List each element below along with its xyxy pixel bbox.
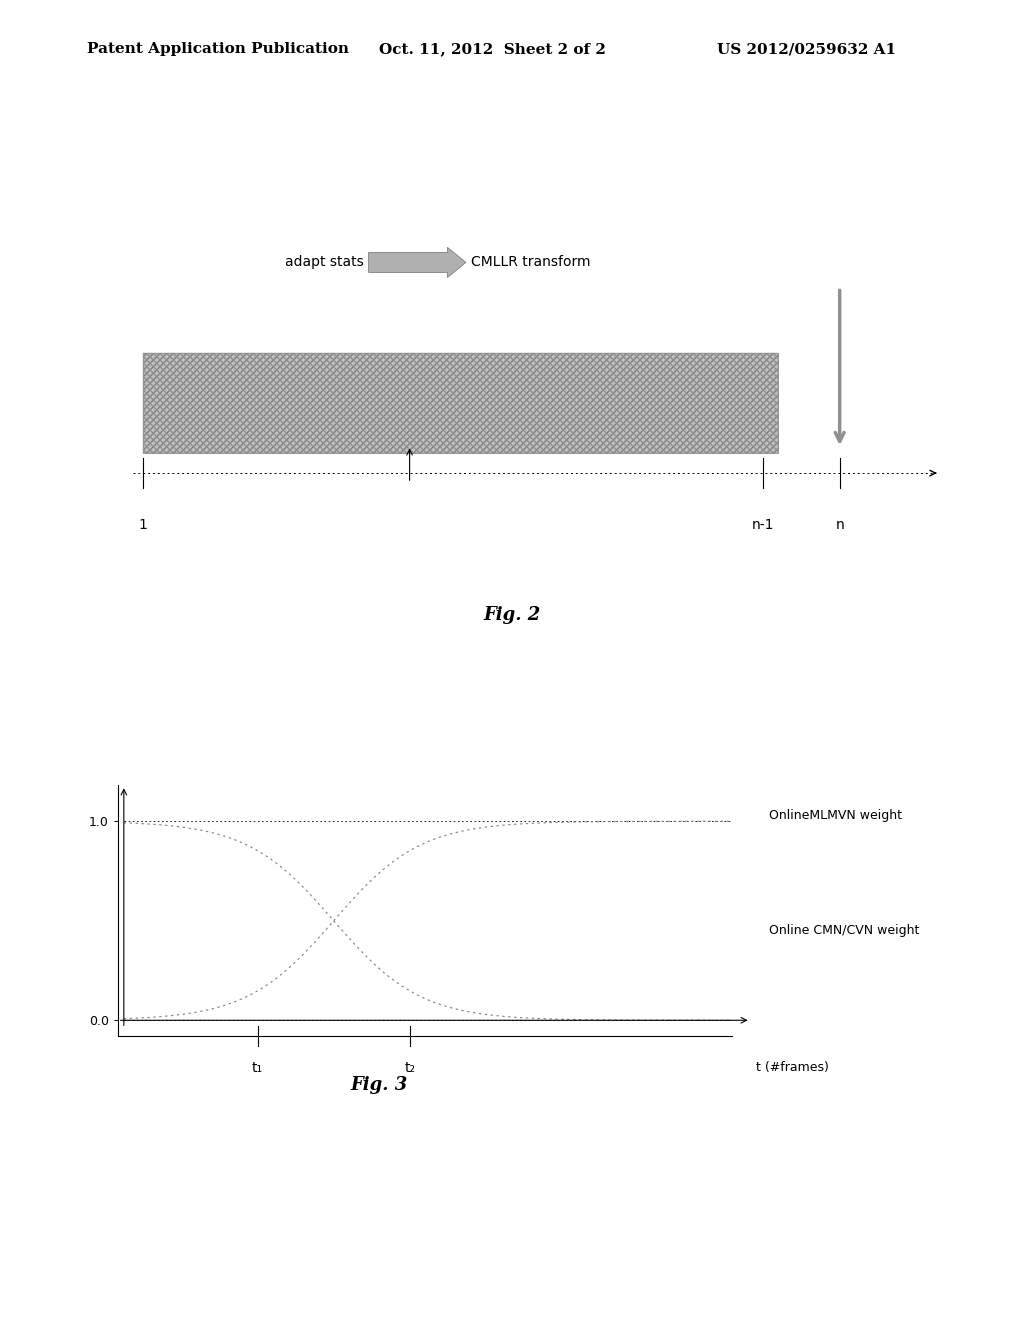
Text: adapt stats: adapt stats [285, 255, 364, 269]
Text: Patent Application Publication: Patent Application Publication [87, 42, 349, 57]
Text: t (#frames): t (#frames) [757, 1061, 829, 1074]
Text: 1: 1 [139, 519, 147, 532]
Text: Fig. 3: Fig. 3 [350, 1076, 408, 1094]
Bar [143, 352, 778, 453]
FancyArrow shape [369, 247, 466, 277]
Text: Online CMN/CVN weight: Online CMN/CVN weight [769, 924, 920, 937]
Text: n-1: n-1 [752, 519, 774, 532]
Text: US 2012/0259632 A1: US 2012/0259632 A1 [717, 42, 896, 57]
Text: CMLLR transform: CMLLR transform [471, 255, 591, 269]
Text: t₁: t₁ [252, 1061, 263, 1076]
Text: n: n [836, 519, 844, 532]
Text: Fig. 2: Fig. 2 [483, 606, 541, 623]
Text: Oct. 11, 2012  Sheet 2 of 2: Oct. 11, 2012 Sheet 2 of 2 [379, 42, 606, 57]
Bar [143, 352, 778, 453]
Text: OnlineMLMVN weight: OnlineMLMVN weight [769, 809, 902, 822]
Text: t₂: t₂ [404, 1061, 416, 1076]
